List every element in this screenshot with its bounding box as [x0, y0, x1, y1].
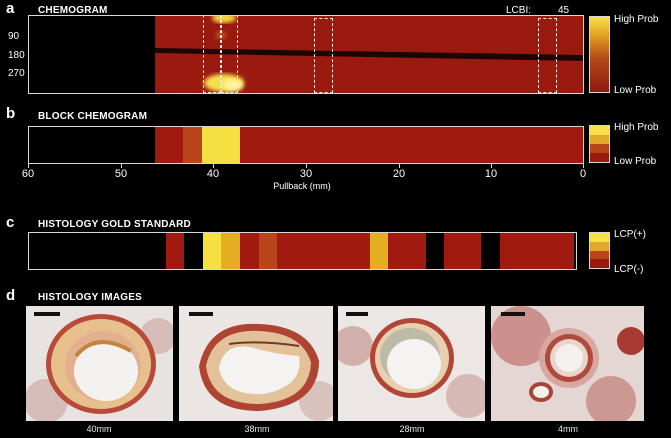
panel-b-letter: b [6, 105, 16, 122]
chemogram-scale-high: High Prob [614, 14, 659, 25]
gold-standard-scale-low: LCP(-) [614, 264, 644, 275]
block-orange [183, 126, 202, 164]
axis-label-20: 20 [392, 168, 406, 180]
scale-bar-28mm [346, 312, 368, 316]
highlight-box-4mm [538, 18, 557, 93]
gs-black-1 [184, 232, 203, 270]
scale-bar-4mm [501, 312, 525, 316]
panel-d-letter: d [6, 287, 16, 304]
histology-38mm-drawing [179, 306, 333, 421]
panel-d-title: HISTOLOGY IMAGES [38, 292, 142, 303]
axis-label-50: 50 [114, 168, 128, 180]
gold-standard-frame [28, 232, 577, 270]
gs-red-1 [166, 232, 184, 270]
block-yellow [202, 126, 240, 164]
chemogram-colorbar [589, 16, 610, 93]
gs-orange [259, 232, 277, 270]
axis-tick-10 [491, 164, 492, 168]
gs-red-6 [500, 232, 574, 270]
block-red-1 [155, 126, 183, 164]
gs-gold-2 [370, 232, 388, 270]
gs-black-3 [481, 232, 500, 270]
axis-title: Pullback (mm) [273, 181, 331, 191]
chemogram-frame [28, 15, 584, 94]
y-tick-90: 90 [8, 31, 20, 42]
axis-label-0: 0 [579, 168, 587, 180]
block-chemogram-plot [28, 126, 584, 164]
block-scale-high: High Prob [614, 122, 659, 133]
chemogram-scale-low: Low Prob [614, 85, 657, 96]
block-red-2 [240, 126, 584, 164]
chemogram-image [155, 15, 584, 94]
histology-image-40mm [26, 306, 173, 421]
block-colorbar [589, 125, 610, 163]
y-tick-270: 270 [8, 68, 25, 79]
lcbi-value: 45 [558, 5, 570, 16]
gold-standard-colorbar [589, 232, 610, 269]
histology-image-4mm [491, 306, 644, 421]
gold-standard-scale-high: LCP(+) [614, 229, 646, 240]
caption-40mm: 40mm [86, 424, 112, 434]
gs-red-4 [388, 232, 426, 270]
axis-tick-30 [306, 164, 307, 168]
panel-a-letter: a [6, 0, 15, 17]
gs-red-2 [240, 232, 259, 270]
lcbi-label: LCBI: [506, 5, 532, 16]
axis-tick-60 [28, 164, 29, 168]
panel-a-title: CHEMOGRAM [38, 5, 108, 16]
axis-label-10: 10 [484, 168, 498, 180]
histology-28mm-drawing [338, 306, 485, 421]
block-scale-low: Low Prob [614, 156, 657, 167]
gs-black-2 [426, 232, 444, 270]
axis-tick-20 [399, 164, 400, 168]
highlight-box-28mm [314, 18, 333, 93]
caption-38mm: 38mm [244, 424, 270, 434]
axis-tick-0 [583, 164, 584, 168]
gs-red-5 [444, 232, 481, 270]
histology-4mm-drawing [491, 306, 644, 421]
scale-bar-38mm [189, 312, 213, 316]
axis-tick-50 [121, 164, 122, 168]
gs-gold-1 [221, 232, 240, 270]
gs-red-3 [277, 232, 370, 270]
axis-tick-40 [213, 164, 214, 168]
histology-image-38mm [179, 306, 333, 421]
panel-b-title: BLOCK CHEMOGRAM [38, 111, 148, 122]
gs-yellow [203, 232, 221, 270]
axis-label-40: 40 [206, 168, 220, 180]
axis-label-30: 30 [299, 168, 313, 180]
histology-image-28mm [338, 306, 485, 421]
caption-4mm: 4mm [558, 424, 578, 434]
y-tick-180: 180 [8, 50, 25, 61]
panel-c-letter: c [6, 214, 15, 231]
caption-28mm: 28mm [399, 424, 425, 434]
chemogram-plot [28, 15, 584, 94]
scale-bar-40mm [34, 312, 60, 316]
gold-standard-plot [28, 232, 577, 270]
histology-40mm-drawing [26, 306, 173, 421]
axis-label-60: 60 [21, 168, 35, 180]
panel-c-title: HISTOLOGY GOLD STANDARD [38, 219, 191, 230]
block-chemogram-frame [28, 126, 584, 164]
